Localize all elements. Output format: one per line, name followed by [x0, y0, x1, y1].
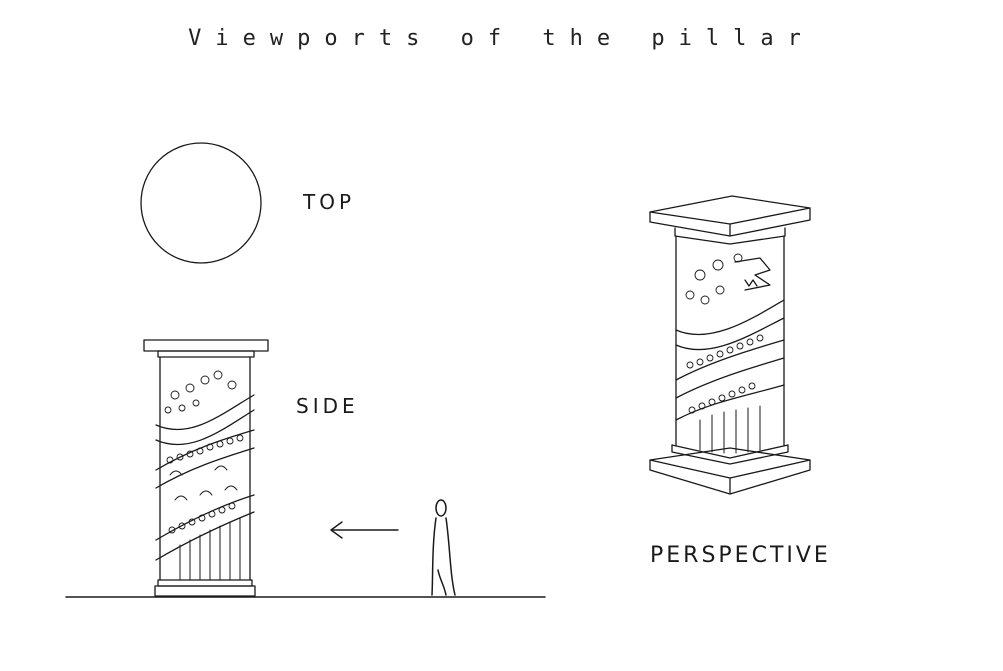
perspective-view-label: PERSPECTIVE	[650, 543, 831, 568]
top-view-circle	[141, 143, 261, 263]
arrow-icon	[331, 522, 398, 538]
side-view-label: SIDE	[296, 394, 359, 418]
side-view-pillar	[144, 340, 268, 596]
perspective-pillar	[650, 196, 810, 494]
human-figure	[432, 500, 455, 595]
top-view-label: TOP	[303, 190, 355, 214]
